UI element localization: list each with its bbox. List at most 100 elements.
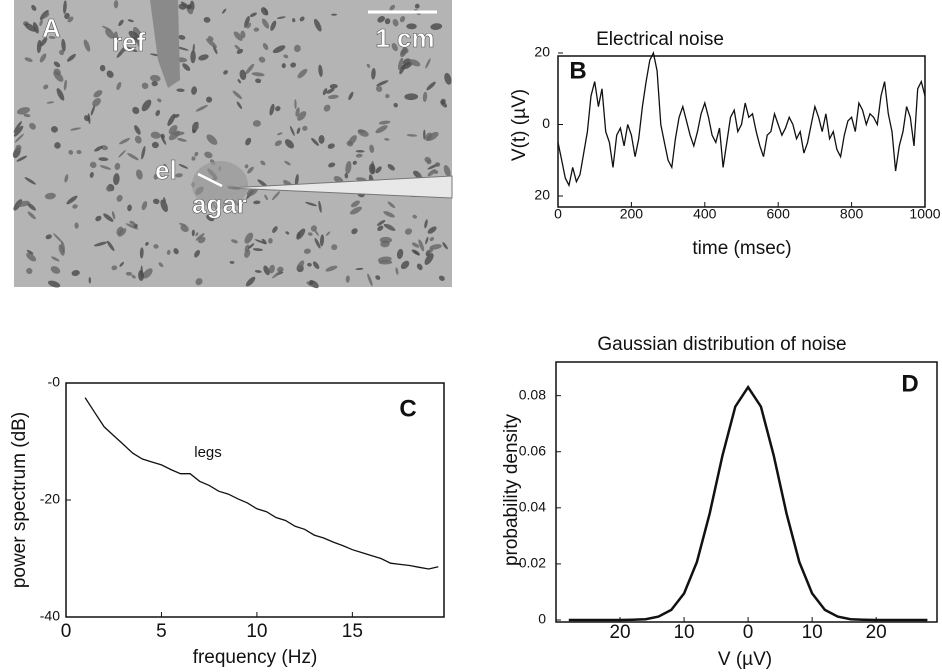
spot — [375, 166, 382, 174]
spot — [102, 25, 112, 31]
spot — [182, 63, 191, 71]
spot — [411, 242, 420, 248]
photo-texture — [12, 0, 452, 289]
spot — [263, 265, 270, 276]
spot — [424, 219, 428, 229]
spot — [198, 54, 209, 61]
data-line — [557, 51, 926, 188]
spot — [45, 234, 52, 240]
spot — [376, 220, 386, 226]
spot — [253, 200, 261, 205]
spot — [177, 138, 187, 142]
spot — [113, 31, 119, 44]
spot — [16, 155, 28, 162]
y-axis-label: power spectrum (dB) — [9, 412, 30, 588]
spot — [249, 12, 257, 18]
spot — [283, 54, 289, 59]
spot — [245, 276, 256, 287]
spot — [93, 90, 103, 98]
spot — [264, 194, 268, 201]
spot — [39, 53, 47, 63]
y-tick-label: 0.08 — [519, 386, 546, 402]
spot — [268, 238, 273, 244]
spot — [89, 171, 94, 178]
spot — [292, 18, 296, 23]
spot — [128, 30, 140, 41]
spot — [237, 79, 242, 84]
spot — [261, 238, 267, 245]
spot — [293, 44, 301, 53]
spot — [398, 57, 404, 71]
spot — [355, 153, 363, 158]
spot — [444, 72, 452, 85]
spot — [427, 226, 437, 234]
spot — [132, 106, 140, 115]
y-tick-label: -0 — [48, 374, 61, 390]
spot — [234, 44, 241, 51]
spot — [113, 0, 119, 9]
spot — [173, 248, 179, 255]
y-tick-label: 20 — [534, 44, 550, 60]
spot — [366, 63, 371, 68]
spot — [145, 241, 149, 246]
x-tick-label: 800 — [840, 206, 864, 222]
plot-frame — [557, 55, 926, 208]
spot — [260, 7, 269, 16]
spot — [423, 129, 426, 140]
spot — [302, 125, 308, 131]
spot — [17, 200, 30, 207]
panel-letter: C — [399, 395, 416, 422]
spot — [134, 125, 141, 135]
y-axis-label: V(t) (µV) — [509, 89, 530, 161]
spot — [84, 115, 90, 122]
spot — [173, 131, 185, 136]
spot — [430, 23, 443, 31]
spot — [132, 26, 142, 40]
spot — [429, 236, 435, 242]
spot — [162, 163, 167, 169]
y-tick-label: 0 — [538, 611, 546, 627]
spot — [43, 12, 50, 18]
spot — [274, 140, 282, 147]
spot — [248, 243, 255, 249]
spot — [111, 265, 118, 271]
spot — [94, 145, 103, 152]
spot — [355, 150, 365, 153]
spot — [195, 104, 208, 112]
spot — [50, 266, 61, 274]
y-tick-label: -20 — [40, 491, 60, 507]
spot — [367, 273, 373, 287]
spot — [349, 206, 362, 215]
spot — [168, 125, 178, 135]
spot — [295, 107, 300, 117]
spot — [270, 20, 277, 31]
x-tick-label: 200 — [620, 206, 644, 222]
spot — [384, 138, 390, 141]
spot — [294, 174, 299, 187]
spot — [176, 88, 185, 92]
y-tick-label: -40 — [40, 608, 60, 624]
spot — [158, 262, 164, 268]
spot — [127, 152, 139, 161]
y-axis-label: probability density — [501, 413, 522, 566]
spot — [314, 237, 321, 249]
spot — [60, 241, 65, 254]
spot — [294, 99, 297, 110]
x-axis-label: V (µV) — [718, 649, 772, 670]
spot — [244, 244, 250, 252]
x-axis-label: frequency (Hz) — [193, 647, 318, 668]
chart-title: Electrical noise — [596, 29, 724, 50]
spot — [400, 260, 410, 270]
spot — [166, 249, 171, 255]
spot — [90, 105, 95, 116]
spot — [26, 202, 36, 211]
spot — [206, 96, 213, 103]
spot — [139, 247, 144, 259]
spot — [375, 275, 381, 280]
spot — [125, 271, 133, 276]
spot — [236, 48, 244, 54]
spot — [396, 248, 404, 259]
spot — [322, 88, 328, 96]
spot — [131, 274, 136, 279]
spot — [191, 123, 199, 131]
